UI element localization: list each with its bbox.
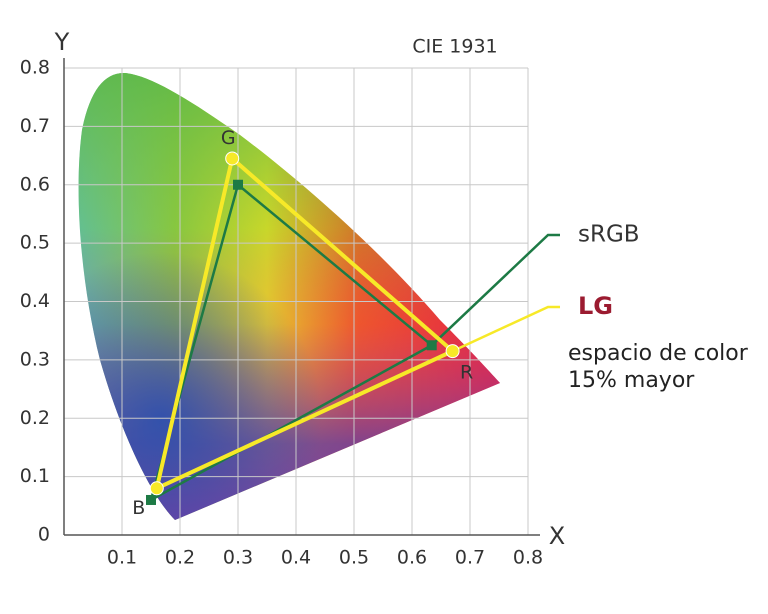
legend-connector	[452, 305, 560, 353]
point	[233, 179, 243, 190]
legend-label: LG	[578, 292, 613, 320]
legend-label: sRGB	[578, 222, 640, 248]
point	[445, 344, 460, 359]
y-tick-label: 0.2	[20, 407, 50, 429]
x-tick-label: 0.2	[165, 547, 195, 569]
point	[225, 151, 240, 166]
point	[426, 340, 437, 351]
point-label: B	[132, 497, 145, 519]
grid	[64, 67, 529, 536]
chart-title: CIE 1931	[412, 36, 497, 58]
x-axis-label: X	[549, 522, 565, 550]
point-label: R	[460, 362, 473, 384]
annotation: espacio de color	[568, 341, 749, 366]
axes: 0 0.1 0.2 0.3 0.4 0.5 0.6 0.7 0.8 0.1 0.2 0.3 0.4 0.5…	[20, 57, 543, 569]
x-tick-label: 0.1	[107, 547, 137, 569]
gamut-triangle	[149, 182, 434, 503]
annotation: 15% mayor	[568, 368, 695, 393]
point	[146, 494, 156, 505]
plot: sRGB LG R G B	[132, 127, 639, 519]
legend-connector	[430, 233, 560, 347]
x-tick-label: 0.5	[339, 547, 369, 569]
gamut-triangle	[153, 154, 457, 492]
x-tick-label: 0.8	[513, 547, 543, 569]
spectral-locus	[78, 72, 501, 521]
point	[149, 481, 164, 496]
x-tick-label: 0.6	[397, 547, 427, 569]
y-tick-label: 0.8	[20, 57, 50, 79]
y-tick-label: 0.1	[20, 465, 50, 487]
y-tick-label: 0.5	[20, 232, 50, 254]
y-tick-label: 0.7	[20, 115, 50, 137]
x-tick-label: 0.7	[455, 547, 485, 569]
y-tick-label: 0.3	[20, 348, 50, 370]
x-tick-label: 0.4	[281, 547, 311, 569]
point-label: G	[221, 127, 236, 149]
y-tick-label: 0.4	[20, 290, 50, 312]
x-tick-label: 0.3	[223, 547, 253, 569]
y-tick-label: 0	[38, 524, 50, 546]
y-axis-label: Y	[54, 28, 70, 56]
y-tick-label: 0.6	[20, 173, 50, 195]
